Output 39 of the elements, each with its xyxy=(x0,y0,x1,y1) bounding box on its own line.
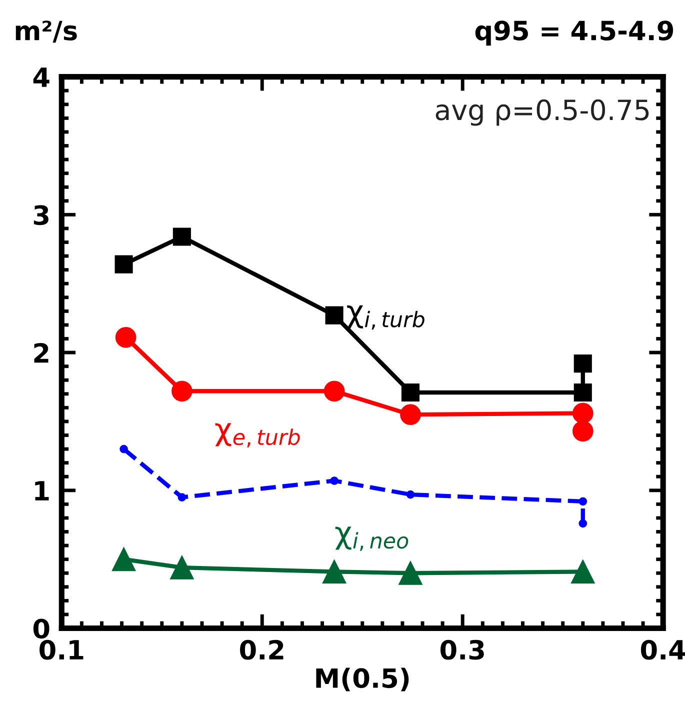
point xyxy=(115,326,136,348)
point xyxy=(571,560,595,584)
point xyxy=(178,493,186,502)
point xyxy=(112,548,136,572)
series-label: χ$_{i,turb}$ xyxy=(347,305,424,330)
series-label: χ$_{i,neo}$ xyxy=(335,526,408,551)
x-tick-label: 0.3 xyxy=(440,640,484,660)
series-label: χ$_{e,turb}$ xyxy=(215,423,300,448)
y-axis-title: m²/s xyxy=(16,20,77,43)
point xyxy=(401,383,420,402)
point xyxy=(574,354,592,373)
point xyxy=(578,519,588,528)
point xyxy=(330,476,338,485)
point xyxy=(574,383,592,402)
y-tick-label: 3 xyxy=(34,205,48,226)
point xyxy=(572,420,594,442)
x-tick-label: 0.4 xyxy=(640,640,685,660)
point xyxy=(172,380,192,402)
point xyxy=(322,560,346,584)
y-tick-label: 4 xyxy=(33,68,50,87)
point xyxy=(172,228,191,246)
y-tick-label: 0 xyxy=(33,618,50,639)
point xyxy=(325,306,344,324)
y-tick-label: 1 xyxy=(35,481,49,500)
x-tick-label: 0.2 xyxy=(240,640,284,660)
point xyxy=(324,380,345,402)
point xyxy=(406,490,415,499)
y-tick-label: 2 xyxy=(34,342,48,363)
point xyxy=(578,497,588,506)
point xyxy=(400,404,421,425)
point xyxy=(398,561,422,585)
point xyxy=(572,402,594,424)
annotation: avg ρ=0.5-0.75 xyxy=(436,99,649,126)
point xyxy=(114,255,133,274)
x-axis-title: M(0.5) xyxy=(316,668,409,692)
point xyxy=(120,444,128,454)
chart-title: q95 = 4.5-4.9 xyxy=(475,20,674,46)
point xyxy=(170,556,194,580)
x-tick-label: 0.1 xyxy=(40,640,84,660)
